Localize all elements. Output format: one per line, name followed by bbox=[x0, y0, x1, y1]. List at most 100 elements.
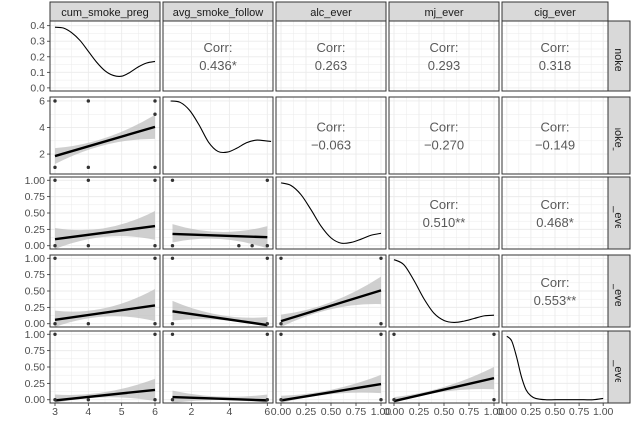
scatter-point bbox=[153, 244, 157, 248]
scatter-point bbox=[170, 332, 175, 336]
correlation-cell-r3-c4: Corr: 0.553** bbox=[534, 275, 577, 308]
density-panel-alc_ever bbox=[280, 182, 382, 244]
panel-r1-c1 bbox=[163, 97, 273, 174]
scatter-point bbox=[392, 398, 396, 402]
scatter-point bbox=[279, 256, 283, 260]
strip-label: alc_ever bbox=[612, 192, 624, 234]
panel-border bbox=[162, 254, 274, 328]
correlation-label: Corr: bbox=[541, 120, 570, 135]
scatter-point bbox=[265, 178, 270, 182]
strip-label: m_smoke_pr bbox=[612, 24, 624, 88]
scatter-point bbox=[170, 244, 175, 248]
strip-background bbox=[49, 1, 161, 22]
correlation-cell-r0-c3: Corr: 0.293 bbox=[428, 40, 461, 73]
fit-line bbox=[393, 376, 495, 403]
y-tick-label: 2 bbox=[39, 149, 45, 161]
y-tick-label: 0.00 bbox=[25, 394, 46, 406]
row-strip-m_smoke_pr: m_smoke_pr bbox=[607, 20, 631, 92]
scatter-point bbox=[492, 398, 496, 402]
strip-label: mj_ever bbox=[612, 271, 624, 310]
x-tick-label: 1.00 bbox=[371, 406, 392, 416]
scatter-point bbox=[153, 112, 157, 116]
y-tick-label: 0.3 bbox=[30, 36, 45, 48]
strip-label: g_smoke_foll bbox=[612, 103, 624, 168]
fit-line bbox=[54, 125, 156, 158]
panel-background bbox=[163, 97, 273, 174]
fit-line bbox=[54, 224, 156, 241]
y-axis-row-3: 0.00 0.25 0.50 0.75 1.00 bbox=[25, 253, 50, 330]
y-tick-label: 4 bbox=[39, 122, 45, 134]
scatter-point bbox=[153, 322, 157, 326]
correlation-cell-r1-c2: Corr: −0.063 bbox=[311, 120, 351, 153]
x-tick-label: 0.75 bbox=[459, 406, 480, 416]
correlation-value: 0.468* bbox=[536, 215, 574, 230]
panel-border bbox=[162, 330, 274, 404]
scatter-point bbox=[265, 322, 270, 326]
x-tick-label: 0.75 bbox=[346, 406, 367, 416]
x-tick-label: 0.75 bbox=[569, 406, 590, 416]
y-tick-label: 0.50 bbox=[25, 286, 46, 298]
x-tick-label: 6 bbox=[152, 406, 158, 416]
strip-label: cig_ever bbox=[534, 7, 576, 19]
density-panel-avg_smoke_follow bbox=[170, 100, 272, 154]
x-tick-label: 2 bbox=[189, 406, 195, 416]
x-tick-label: 0.25 bbox=[521, 406, 542, 416]
scatter-panel-r3-c0 bbox=[53, 256, 157, 327]
strip-label: cig_ever bbox=[612, 346, 624, 388]
panel-r2-c2 bbox=[276, 177, 386, 249]
scatter-point bbox=[53, 244, 57, 248]
confidence-band bbox=[55, 114, 155, 165]
scatter-point bbox=[379, 322, 383, 326]
strip-background bbox=[388, 1, 500, 22]
correlation-cell-r0-c4: Corr: 0.318 bbox=[539, 40, 572, 73]
density-curve bbox=[170, 100, 272, 154]
y-axis-row-2: 0.00 0.25 0.50 0.75 1.00 bbox=[25, 175, 50, 252]
x-axis-col-2: 0.00 0.25 0.50 0.75 1.00 bbox=[271, 403, 392, 418]
x-tick-label: 4 bbox=[226, 406, 232, 416]
scatter-point bbox=[379, 398, 383, 402]
y-tick-label: 1.00 bbox=[25, 253, 46, 265]
row-strip-g_smoke_foll: g_smoke_foll bbox=[607, 96, 631, 175]
fit-line bbox=[172, 232, 268, 239]
y-tick-label: 0.75 bbox=[25, 345, 46, 357]
panel-r1-c2 bbox=[276, 97, 386, 174]
panel-r0-c1 bbox=[163, 21, 273, 91]
density-curve bbox=[280, 182, 382, 244]
scatter-point bbox=[86, 244, 91, 248]
scatter-point bbox=[392, 332, 396, 336]
panel-r4-c3 bbox=[389, 331, 499, 403]
correlation-label: Corr: bbox=[317, 120, 346, 135]
x-tick-label: 0.25 bbox=[296, 406, 317, 416]
panel-border bbox=[275, 176, 387, 250]
panel-r1-c4 bbox=[502, 97, 608, 174]
column-strip-cum_smoke_preg: cum_smoke_preg bbox=[49, 1, 161, 22]
y-tick-label: 0.1 bbox=[30, 67, 45, 79]
strip-background bbox=[275, 1, 387, 22]
correlation-value: 0.436* bbox=[199, 58, 237, 73]
y-tick-label: 0.25 bbox=[25, 224, 46, 236]
x-tick-label: 0.50 bbox=[434, 406, 455, 416]
correlation-cell-r2-c3: Corr: 0.510** bbox=[423, 197, 466, 230]
correlation-label: Corr: bbox=[204, 40, 233, 55]
scatter-panel-r4-c2 bbox=[279, 332, 383, 403]
scatter-panel-r4-c0 bbox=[53, 332, 157, 403]
panel-r3-c3 bbox=[389, 255, 499, 327]
panel-r4-c1 bbox=[163, 331, 273, 403]
x-tick-label: 4 bbox=[85, 406, 91, 416]
scatter-panel-r2-c1 bbox=[170, 178, 270, 249]
scatter-point bbox=[170, 178, 175, 182]
scatter-panel-r3-c2 bbox=[279, 256, 383, 327]
x-tick-label: 3 bbox=[52, 406, 58, 416]
y-tick-label: 6 bbox=[39, 95, 45, 107]
correlation-cell-r0-c1: Corr: 0.436* bbox=[199, 40, 237, 73]
strip-background bbox=[607, 254, 631, 328]
x-tick-label: 1.00 bbox=[593, 406, 614, 416]
fit-line bbox=[280, 382, 382, 402]
scatter-point bbox=[170, 322, 175, 326]
panel-r1-c3 bbox=[389, 97, 499, 174]
scatter-point bbox=[53, 178, 57, 182]
x-tick-label: 0.50 bbox=[321, 406, 342, 416]
density-curve bbox=[506, 335, 604, 401]
scatter-panel-r4-c1 bbox=[170, 332, 270, 403]
